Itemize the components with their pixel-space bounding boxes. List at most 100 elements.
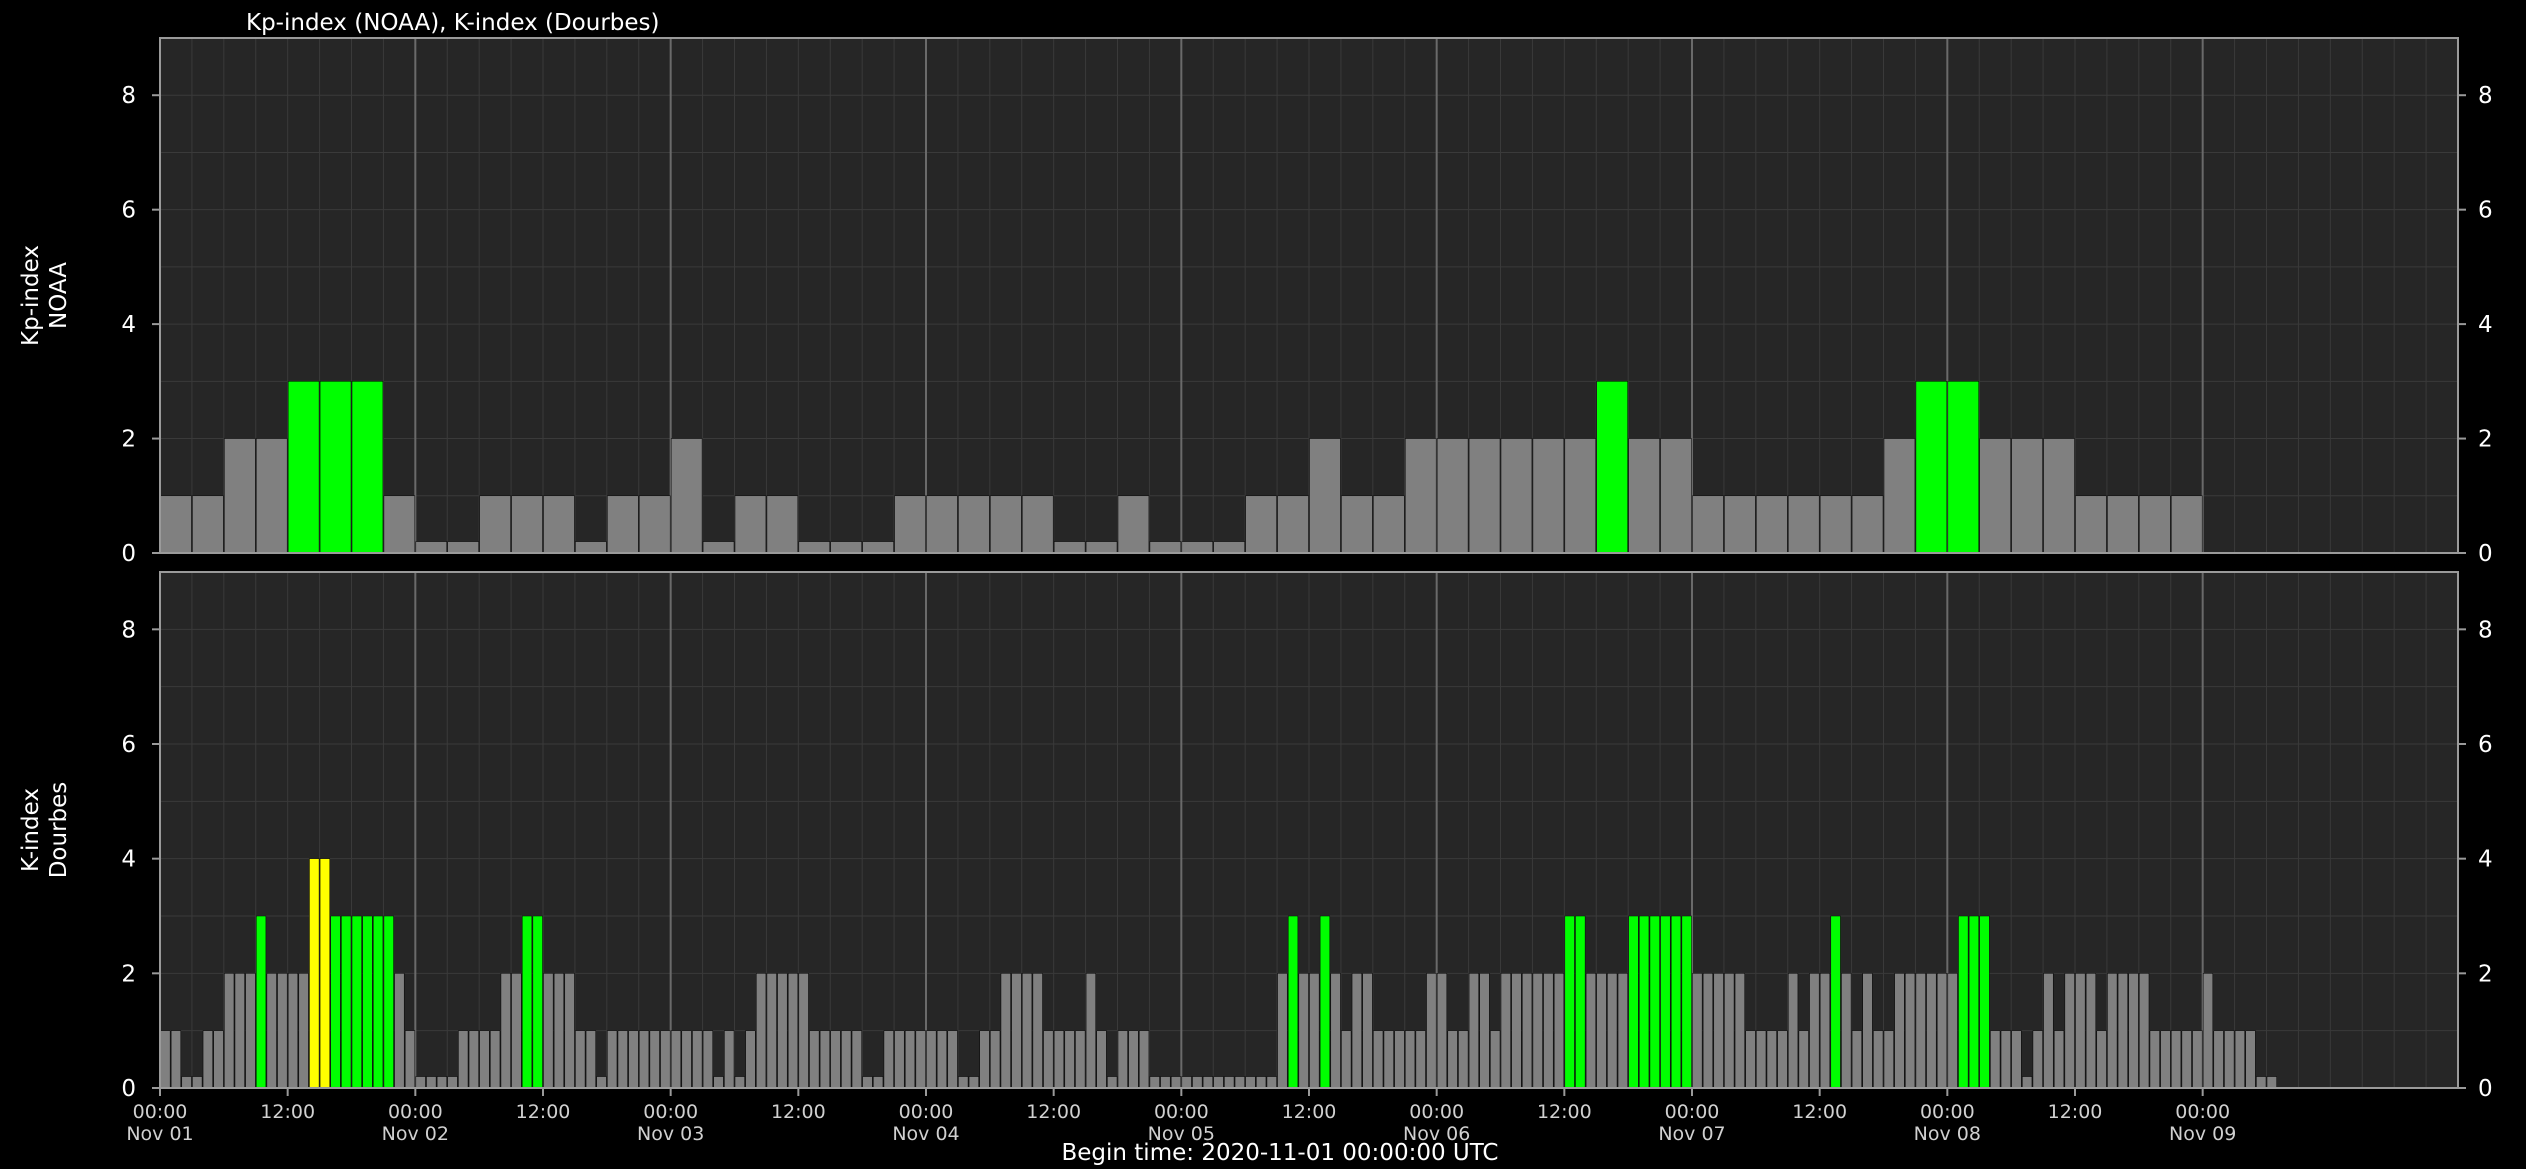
y-tick-label-right: 2 [2478, 961, 2493, 987]
data-bar [1351, 973, 1362, 1089]
data-bar [404, 1030, 416, 1089]
data-bar [1266, 1076, 1277, 1089]
data-bar [1107, 1076, 1118, 1089]
data-bar [1617, 973, 1628, 1089]
data-bar [1724, 973, 1735, 1089]
x-tick-time-label: 00:00 [1665, 1101, 1720, 1123]
data-bar [1022, 495, 1054, 554]
data-bar [585, 1030, 596, 1089]
data-bar [734, 1076, 745, 1089]
data-bar [830, 541, 862, 554]
data-bar [926, 495, 958, 554]
x-tick-date-label: Nov 01 [126, 1123, 193, 1145]
data-bar [479, 1030, 490, 1089]
y-tick-label-right: 4 [2478, 847, 2493, 873]
data-bar [1405, 1030, 1416, 1089]
data-bar [1724, 495, 1756, 554]
data-bar [394, 973, 405, 1089]
data-bar [1415, 1030, 1426, 1089]
data-bar [2085, 973, 2097, 1089]
y-axis-label: Kp-index [18, 245, 44, 346]
x-tick-time-label: 12:00 [516, 1101, 571, 1123]
data-bar [1819, 495, 1852, 554]
data-bar [2000, 1030, 2011, 1089]
data-bar [383, 495, 416, 554]
x-tick-time-label: 12:00 [1026, 1101, 1081, 1123]
data-bar [2139, 495, 2171, 554]
data-bar [1287, 915, 1299, 1089]
data-bar [681, 1030, 692, 1089]
data-bar [1341, 495, 1373, 554]
data-bar [1064, 1030, 1075, 1089]
data-bar [309, 858, 320, 1089]
data-bar [234, 973, 245, 1089]
data-bar [904, 1030, 916, 1089]
data-bar [1011, 973, 1022, 1089]
data-bar [617, 1030, 628, 1089]
data-bar [1436, 438, 1469, 554]
data-bar [383, 915, 394, 1089]
data-bar [2139, 973, 2150, 1089]
data-bar [202, 1030, 213, 1089]
x-tick-date-label: Nov 09 [2169, 1123, 2236, 1145]
data-bar [798, 541, 830, 554]
data-bar [1319, 915, 1331, 1089]
x-tick-time-label: 00:00 [899, 1101, 954, 1123]
data-bar [1564, 438, 1597, 554]
data-bar [1905, 973, 1916, 1089]
data-bar [894, 1030, 905, 1089]
data-bar [1766, 1030, 1777, 1089]
data-bar [2096, 1030, 2107, 1089]
data-bar [2107, 495, 2139, 554]
data-bar [1947, 381, 1980, 554]
data-bar [1564, 915, 1575, 1089]
data-bar [1660, 915, 1671, 1089]
data-bar [2224, 1030, 2235, 1089]
data-bar [532, 915, 543, 1089]
data-bar [809, 1030, 820, 1089]
data-bar [1926, 973, 1937, 1089]
data-bar [607, 495, 639, 554]
data-bar [596, 1076, 607, 1089]
data-bar [1139, 1030, 1150, 1089]
x-tick-date-label: Nov 07 [1658, 1123, 1725, 1145]
data-bar [702, 541, 735, 554]
data-bar [1596, 381, 1628, 554]
data-bar [1692, 973, 1703, 1089]
x-tick-time-label: 00:00 [2175, 1101, 2230, 1123]
data-bar [277, 973, 288, 1089]
data-bar [1383, 1030, 1394, 1089]
x-tick-time-label: 00:00 [388, 1101, 443, 1123]
data-bar [2234, 1030, 2245, 1089]
data-bar [628, 1030, 639, 1089]
data-bar [1394, 1030, 1405, 1089]
data-bar [1990, 1030, 2001, 1089]
data-bar [1000, 973, 1011, 1089]
data-bar [1543, 973, 1554, 1089]
data-bar [2171, 495, 2203, 554]
data-bar [798, 973, 809, 1089]
data-bar [2160, 1030, 2171, 1089]
data-bar [990, 495, 1022, 554]
data-bar [862, 1076, 873, 1089]
data-bar [1979, 915, 1990, 1089]
data-bar [2202, 973, 2214, 1089]
data-bar [1500, 438, 1533, 554]
data-bar [670, 438, 703, 554]
data-bar [692, 1030, 703, 1089]
data-bar [2266, 1076, 2277, 1089]
y-tick-label: 0 [121, 1076, 136, 1102]
data-bar [1181, 541, 1214, 554]
data-bar [1670, 915, 1682, 1089]
x-tick-time-label: 00:00 [1409, 1101, 1464, 1123]
data-bar [2256, 1076, 2267, 1089]
data-bar [979, 1030, 990, 1089]
data-bar [1309, 973, 1320, 1089]
data-bar [958, 495, 990, 554]
data-bar [1309, 438, 1341, 554]
y-tick-label-right: 0 [2478, 541, 2493, 567]
x-tick-time-label: 12:00 [1792, 1101, 1847, 1123]
data-bar [564, 973, 575, 1089]
data-bar [1373, 495, 1405, 554]
data-bar [1181, 1076, 1192, 1089]
